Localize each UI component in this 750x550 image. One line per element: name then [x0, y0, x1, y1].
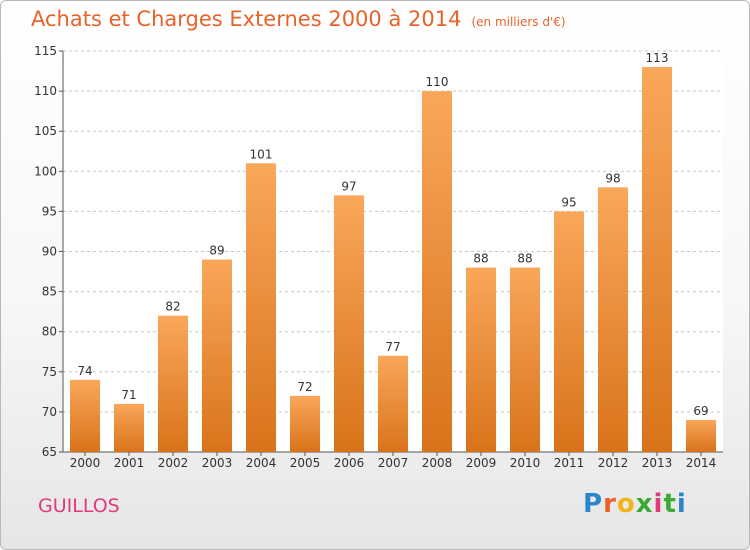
value-label-2008: 110 — [426, 75, 449, 89]
x-tick-label-2011: 2011 — [554, 456, 585, 470]
chart-title: Achats et Charges Externes 2000 à 2014 (e… — [31, 7, 566, 31]
x-tick-label-2005: 2005 — [290, 456, 321, 470]
logo-letter: t — [663, 489, 677, 519]
value-label-2012: 98 — [605, 171, 620, 185]
bar-2002 — [158, 315, 188, 452]
value-label-2000: 74 — [77, 364, 92, 378]
x-tick-label-2010: 2010 — [510, 456, 541, 470]
bar-2012 — [598, 187, 628, 452]
x-tick-label-2006: 2006 — [334, 456, 365, 470]
y-tick-label: 80 — [42, 325, 57, 339]
logo-letter: o — [616, 489, 636, 519]
value-label-2003: 89 — [209, 244, 224, 258]
y-tick-label: 115 — [34, 44, 57, 58]
bar-2011 — [554, 211, 584, 452]
y-tick-label: 90 — [42, 245, 57, 259]
logo-letter: r — [603, 489, 617, 519]
place-name: GUILLOS — [38, 495, 120, 517]
x-tick-label-2008: 2008 — [422, 456, 453, 470]
value-label-2009: 88 — [473, 252, 488, 266]
bar-2010 — [510, 267, 540, 452]
bar-2006 — [334, 195, 364, 453]
x-tick-label-2001: 2001 — [114, 456, 145, 470]
value-label-2014: 69 — [693, 404, 708, 418]
x-tick-label-2004: 2004 — [246, 456, 277, 470]
proxiti-logo: Proxiti — [583, 489, 687, 519]
x-tick-label-2003: 2003 — [202, 456, 233, 470]
bar-2007 — [378, 355, 408, 452]
y-tick-label: 70 — [42, 405, 57, 419]
x-tick-label-2000: 2000 — [70, 456, 101, 470]
logo-letter: i — [676, 489, 687, 519]
value-label-2013: 113 — [646, 51, 669, 65]
bar-2004 — [246, 163, 276, 452]
x-tick-label-2013: 2013 — [642, 456, 673, 470]
bar-2014 — [686, 419, 716, 452]
logo-letter: i — [653, 489, 664, 519]
value-label-2002: 82 — [165, 300, 180, 314]
x-tick-label-2002: 2002 — [158, 456, 189, 470]
bar-2005 — [290, 395, 320, 452]
value-label-2006: 97 — [341, 179, 356, 193]
x-tick-label-2007: 2007 — [378, 456, 409, 470]
chart-subtitle: (en milliers d'€) — [471, 15, 566, 29]
x-tick-label-2014: 2014 — [686, 456, 717, 470]
value-label-2005: 72 — [297, 380, 312, 394]
value-label-2010: 88 — [517, 252, 532, 266]
y-tick-label: 75 — [42, 365, 57, 379]
y-tick-label: 100 — [34, 164, 57, 178]
x-tick-label-2009: 2009 — [466, 456, 497, 470]
x-tick-label-2012: 2012 — [598, 456, 629, 470]
y-tick-label: 95 — [42, 204, 57, 218]
chart-title-text: Achats et Charges Externes 2000 à 2014 — [31, 7, 462, 31]
logo-letter: P — [583, 489, 604, 519]
value-label-2007: 77 — [385, 340, 400, 354]
y-tick-label: 105 — [34, 124, 57, 138]
bar-2009 — [466, 267, 496, 452]
value-label-2004: 101 — [250, 147, 273, 161]
y-tick-label: 85 — [42, 285, 57, 299]
value-label-2001: 71 — [121, 388, 136, 402]
bar-2003 — [202, 259, 232, 452]
bar-2000 — [70, 379, 100, 452]
bar-2001 — [114, 403, 144, 452]
value-label-2011: 95 — [561, 195, 576, 209]
bar-2008 — [422, 91, 452, 452]
y-tick-label: 65 — [42, 445, 57, 459]
bar-2013 — [642, 67, 672, 452]
logo-letter: x — [635, 489, 654, 519]
y-tick-label: 110 — [34, 84, 57, 98]
